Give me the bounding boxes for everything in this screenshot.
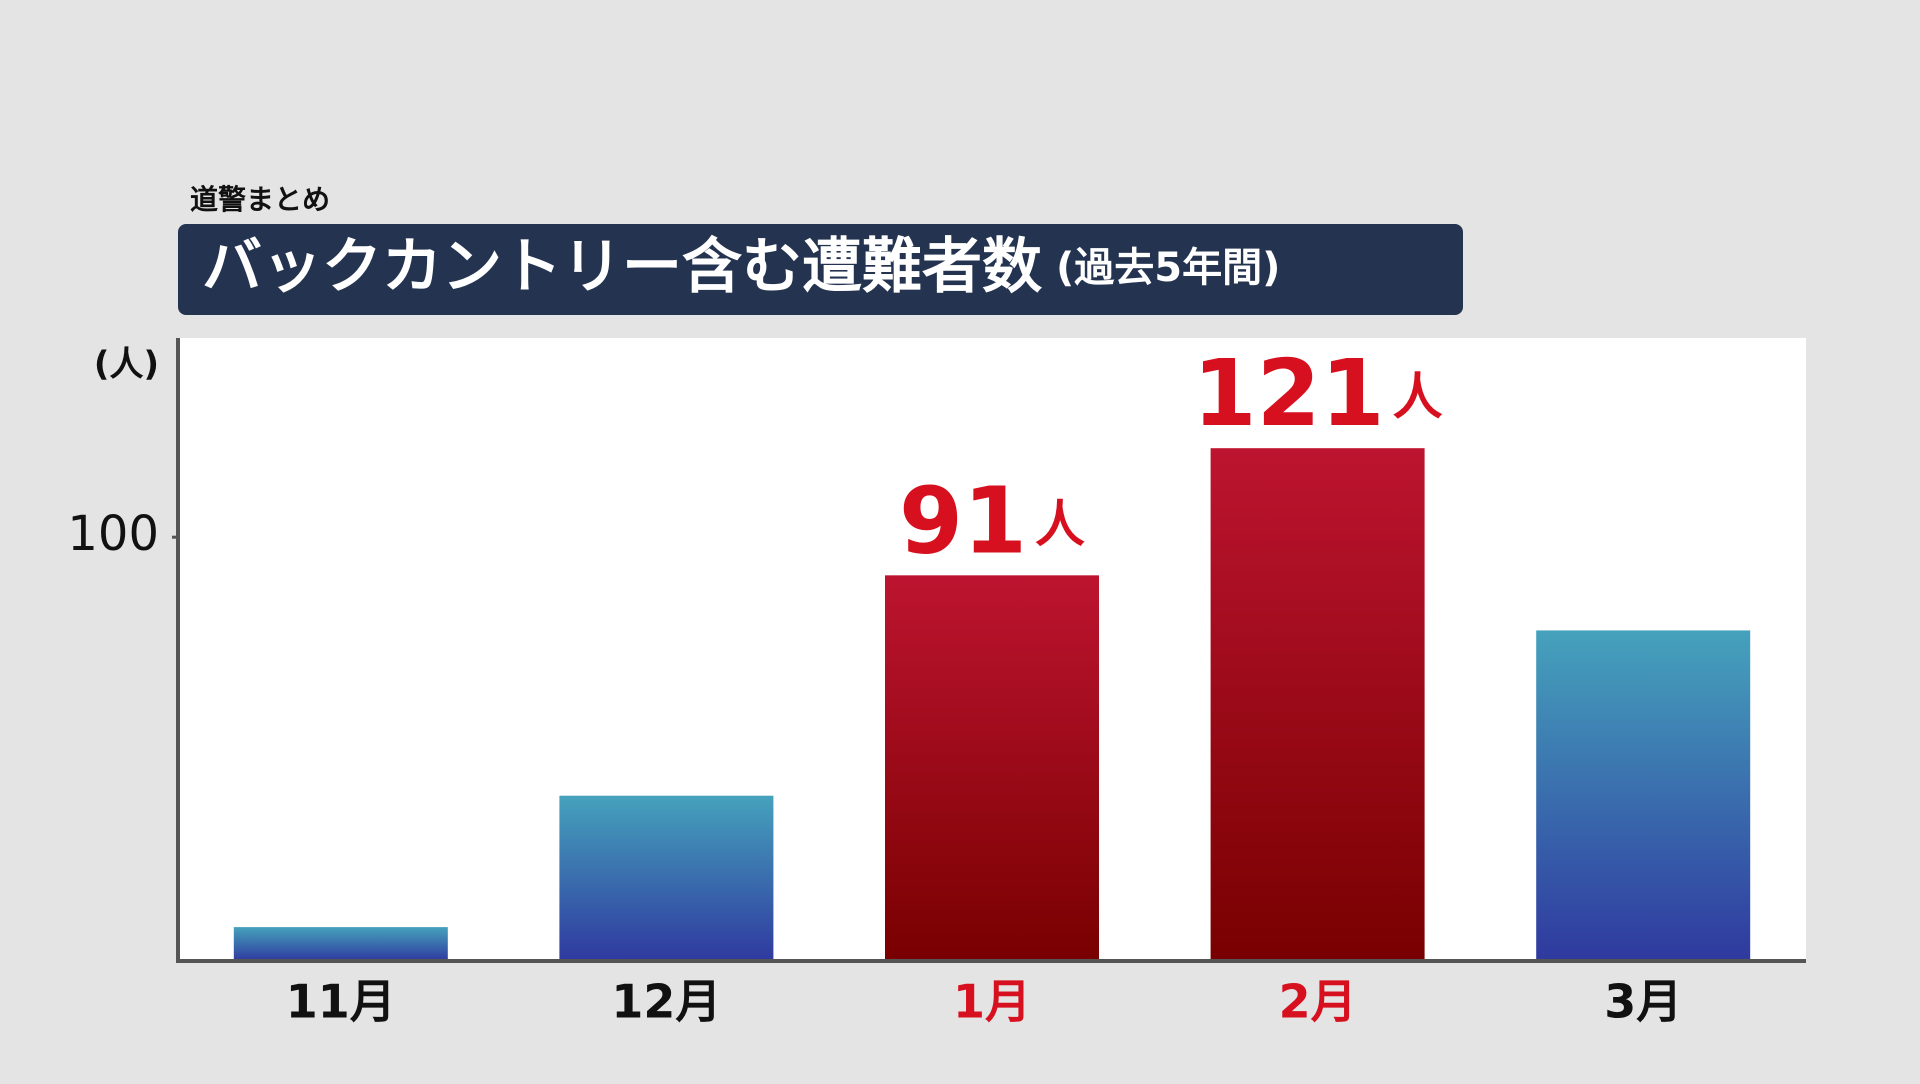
value-number: 121 — [1193, 341, 1385, 448]
value-label: 121 人 — [1193, 341, 1443, 448]
y-tick-label: 100 — [67, 506, 159, 562]
bar — [885, 575, 1099, 961]
title-main: バックカントリー含む遭難者数 — [202, 232, 1042, 302]
bar — [1210, 448, 1425, 961]
x-tick-label: 1月 — [953, 975, 1031, 1029]
x-tick-label: 2月 — [1279, 975, 1357, 1029]
x-tick-label: 3月 — [1604, 975, 1682, 1029]
bar — [233, 927, 448, 961]
value-label: 91 人 — [899, 468, 1085, 575]
x-tick-label: 11月 — [286, 975, 396, 1029]
chart-title: バックカントリー含む遭難者数 (過去5年間) — [202, 232, 1280, 302]
value-unit: 人 — [1035, 495, 1085, 553]
x-tick-label: 12月 — [611, 975, 721, 1029]
bar — [559, 795, 774, 961]
value-unit: 人 — [1393, 368, 1443, 426]
y-axis-label: (人) — [94, 345, 159, 385]
bar — [1536, 630, 1751, 961]
subtitle: 道警まとめ — [190, 183, 330, 216]
title-note: (過去5年間) — [1056, 245, 1280, 291]
value-number: 91 — [899, 468, 1027, 575]
title-box — [178, 224, 1463, 315]
